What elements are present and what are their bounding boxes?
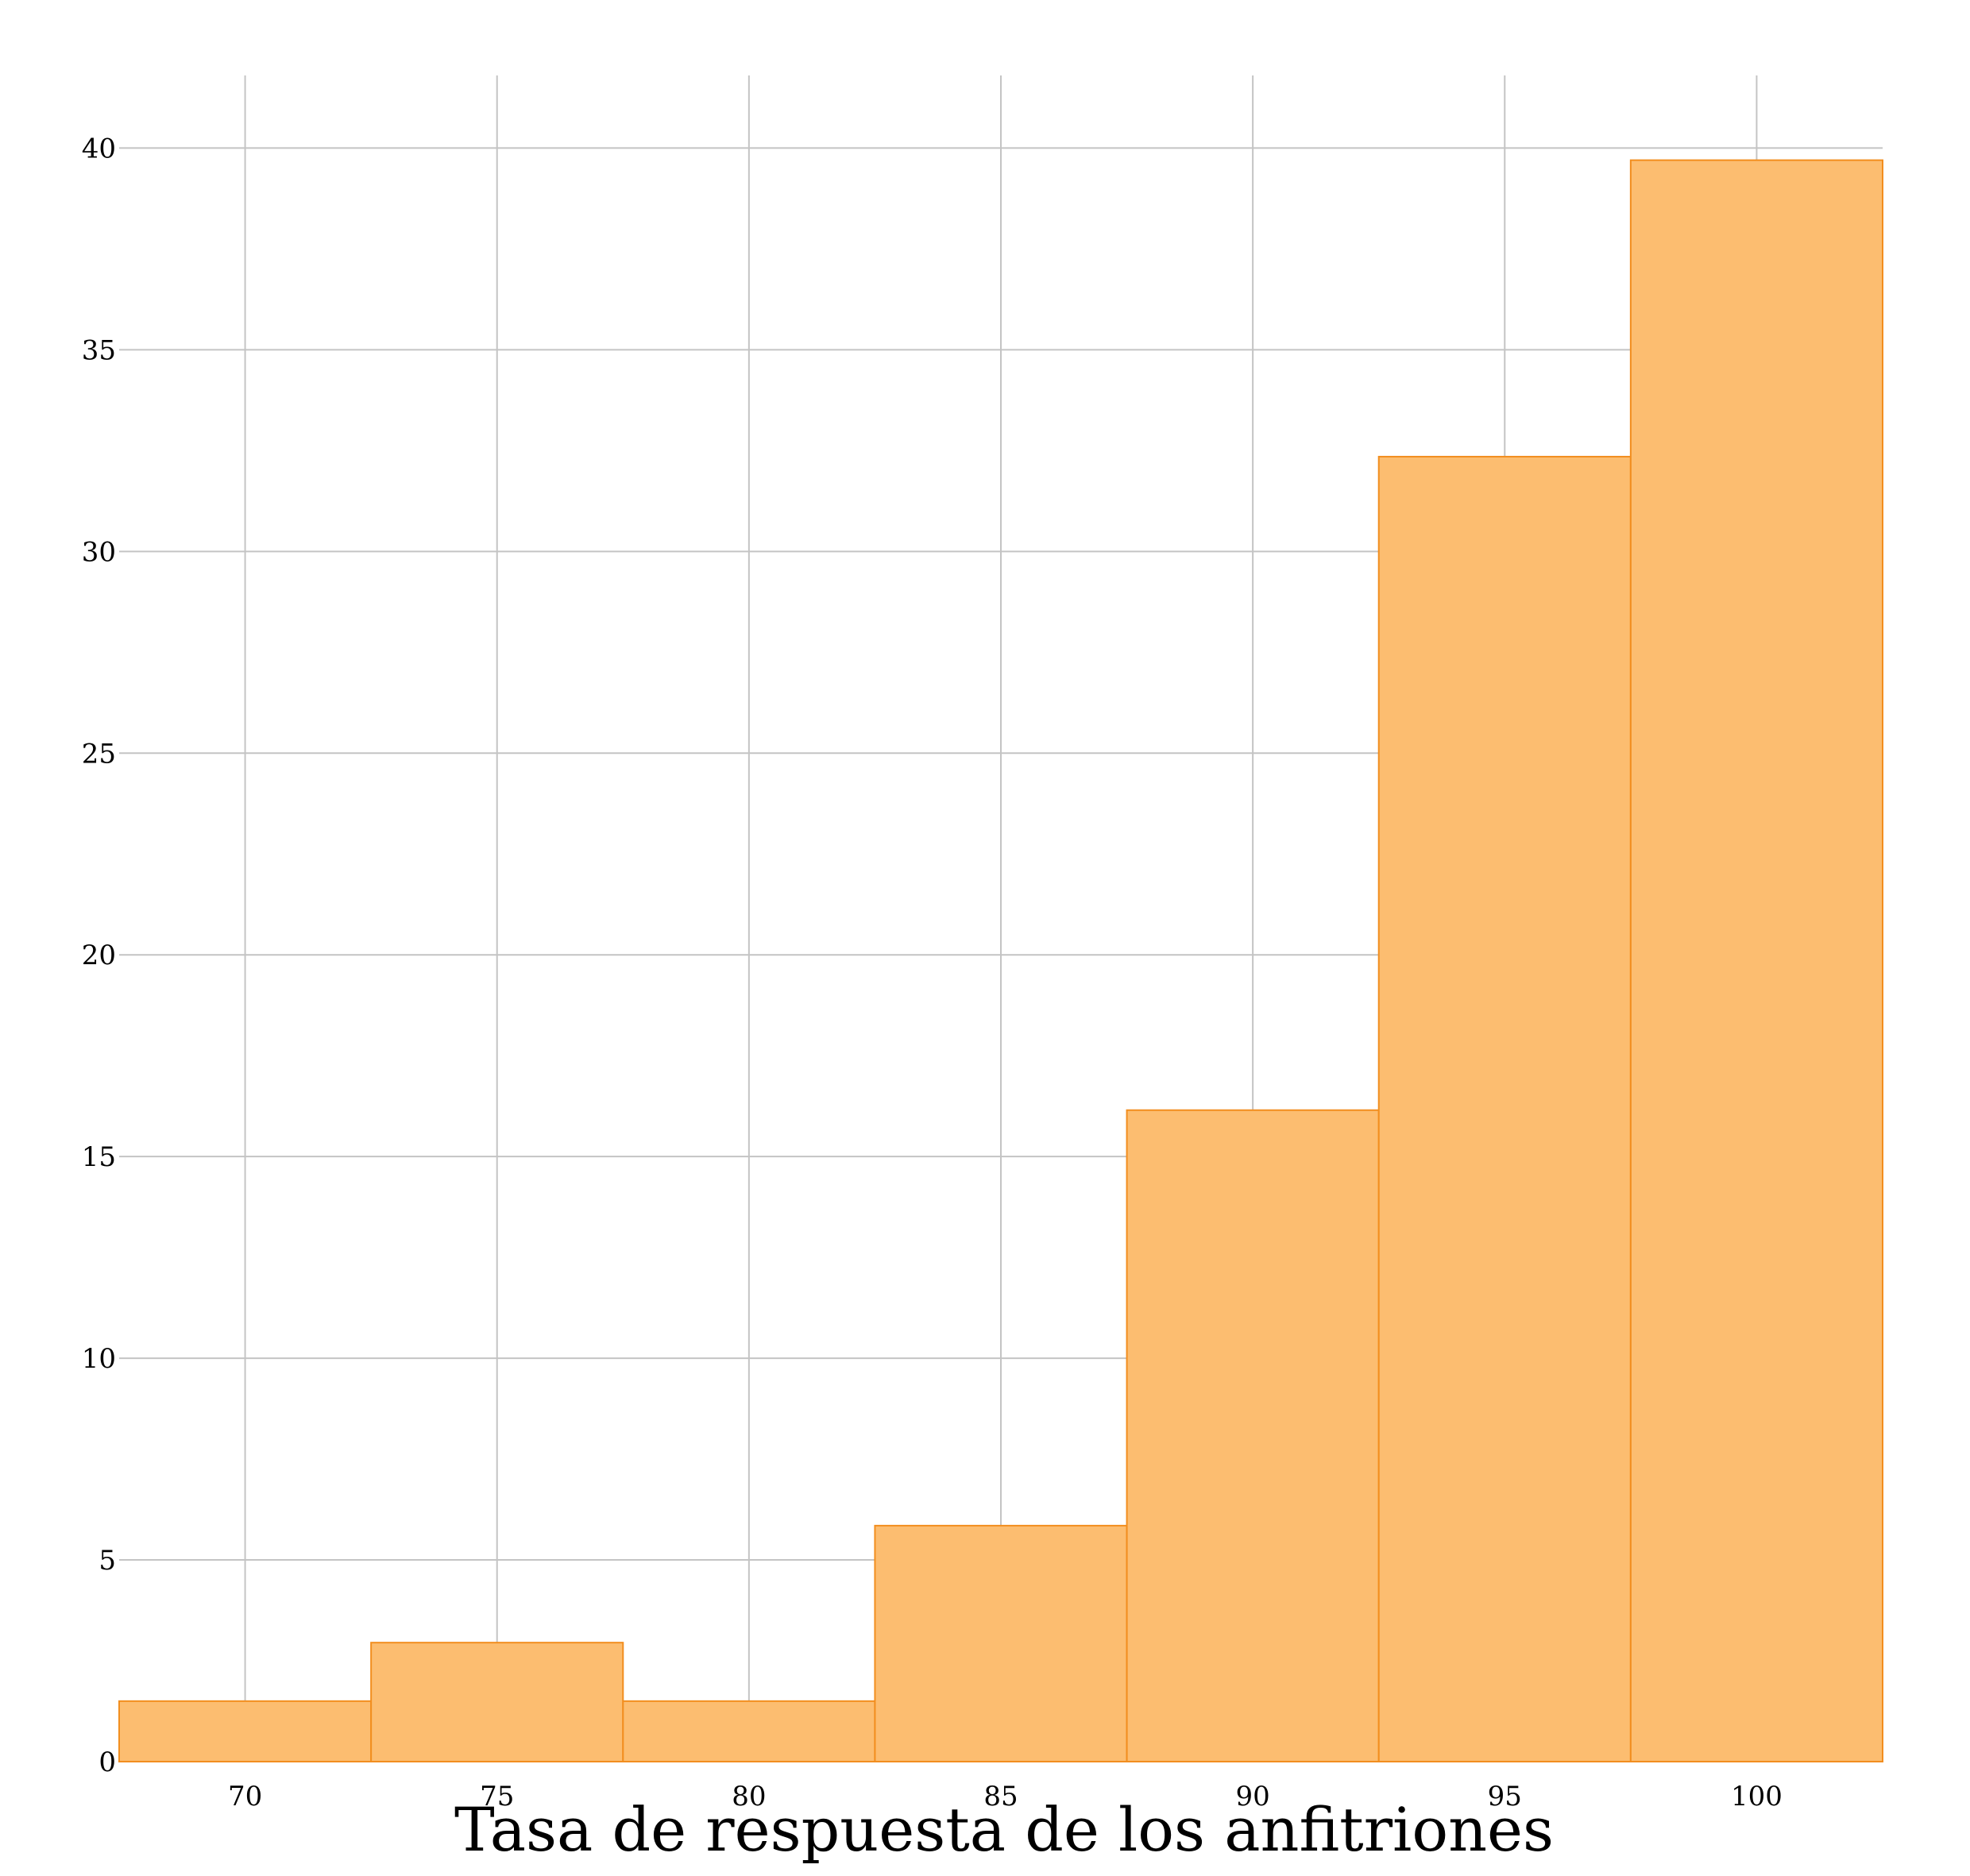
histogram-bar [1629,159,1884,1763]
y-tick-label: 40 [82,133,116,164]
histogram-bar [874,1524,1128,1762]
x-tick-label: 100 [1731,1781,1783,1812]
y-tick-label: 0 [98,1747,116,1778]
x-tick-label: 85 [983,1781,1018,1812]
x-tick-label: 80 [732,1781,766,1812]
y-tick-label: 5 [98,1545,116,1577]
y-tick-label: 15 [82,1141,116,1173]
y-tick-label: 30 [82,536,116,568]
histogram-bar [622,1700,876,1762]
y-tick-label: 35 [82,334,116,366]
histogram-bar [370,1642,624,1763]
bars [118,159,1884,1763]
histogram-bar [118,1700,373,1762]
x-tick-label: 75 [480,1781,514,1812]
x-tick-label: 95 [1488,1781,1522,1812]
y-tick-label: 20 [82,940,116,971]
histogram-bar [1377,455,1632,1762]
histogram-bar [1126,1109,1380,1762]
y-axis-ticks: 0 5 10 15 20 25 30 35 40 [82,133,116,1778]
y-tick-label: 10 [82,1343,116,1375]
x-tick-label: 90 [1236,1781,1270,1812]
x-axis-title: Tasa de respuesta de los anfitriones [454,1794,1554,1865]
x-tick-label: 70 [228,1781,262,1812]
x-axis-ticks: 70 75 80 85 90 95 100 [228,1781,1783,1812]
y-tick-label: 25 [82,738,116,770]
